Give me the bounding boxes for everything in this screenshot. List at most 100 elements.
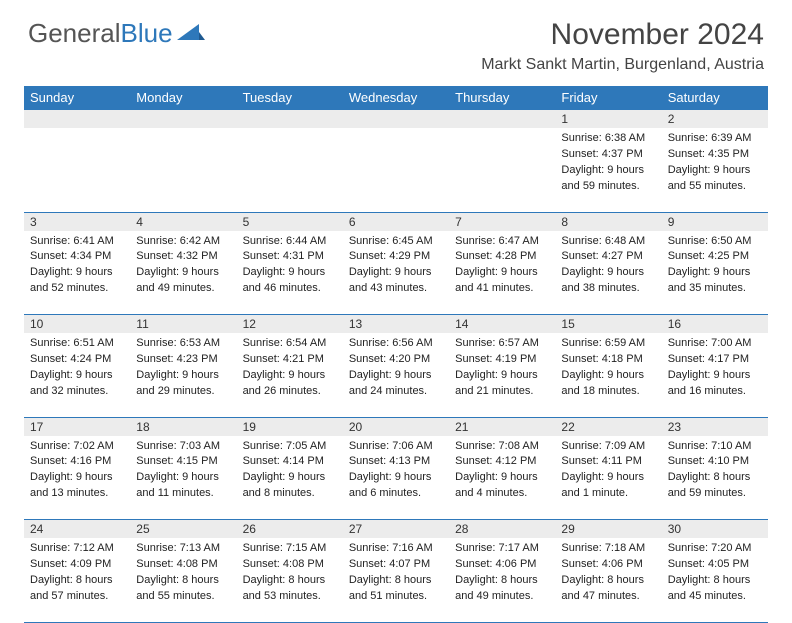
info-line-day2: and 4 minutes. — [455, 486, 549, 501]
day-info: Sunrise: 7:06 AMSunset: 4:13 PMDaylight:… — [343, 436, 449, 506]
day-info: Sunrise: 6:50 AMSunset: 4:25 PMDaylight:… — [662, 231, 768, 301]
info-line-sunset: Sunset: 4:31 PM — [243, 249, 337, 264]
info-line-day1: Daylight: 9 hours — [455, 368, 549, 383]
info-line-sunset: Sunset: 4:21 PM — [243, 352, 337, 367]
day-info: Sunrise: 6:38 AMSunset: 4:37 PMDaylight:… — [555, 128, 661, 198]
day-info: Sunrise: 6:57 AMSunset: 4:19 PMDaylight:… — [449, 333, 555, 403]
location-text: Markt Sankt Martin, Burgenland, Austria — [481, 56, 764, 74]
info-line-sunrise: Sunrise: 6:50 AM — [668, 234, 762, 249]
day-cell: Sunrise: 6:48 AMSunset: 4:27 PMDaylight:… — [555, 231, 661, 315]
brand-part2: Blue — [121, 18, 173, 49]
info-line-sunset: Sunset: 4:09 PM — [30, 557, 124, 572]
info-line-sunrise: Sunrise: 7:20 AM — [668, 541, 762, 556]
info-line-day1: Daylight: 8 hours — [561, 573, 655, 588]
info-line-day2: and 59 minutes. — [561, 179, 655, 194]
info-line-sunset: Sunset: 4:06 PM — [561, 557, 655, 572]
day-cell: Sunrise: 6:45 AMSunset: 4:29 PMDaylight:… — [343, 231, 449, 315]
info-line-sunset: Sunset: 4:17 PM — [668, 352, 762, 367]
day-number: 21 — [449, 417, 555, 436]
day-header: Friday — [555, 86, 661, 110]
day-info: Sunrise: 7:03 AMSunset: 4:15 PMDaylight:… — [130, 436, 236, 506]
day-cell: Sunrise: 6:42 AMSunset: 4:32 PMDaylight:… — [130, 231, 236, 315]
week-group: 24252627282930Sunrise: 7:12 AMSunset: 4:… — [24, 520, 768, 623]
info-line-day1: Daylight: 8 hours — [455, 573, 549, 588]
info-line-day2: and 53 minutes. — [243, 589, 337, 604]
info-line-day2: and 18 minutes. — [561, 384, 655, 399]
day-info: Sunrise: 6:59 AMSunset: 4:18 PMDaylight:… — [555, 333, 661, 403]
day-number: 13 — [343, 315, 449, 334]
day-cell: Sunrise: 6:47 AMSunset: 4:28 PMDaylight:… — [449, 231, 555, 315]
day-number — [24, 110, 130, 129]
day-cell: Sunrise: 7:06 AMSunset: 4:13 PMDaylight:… — [343, 436, 449, 520]
day-number: 28 — [449, 520, 555, 539]
day-cell — [130, 128, 236, 212]
info-line-sunset: Sunset: 4:14 PM — [243, 454, 337, 469]
info-line-day2: and 29 minutes. — [136, 384, 230, 399]
day-info: Sunrise: 6:47 AMSunset: 4:28 PMDaylight:… — [449, 231, 555, 301]
info-line-day2: and 49 minutes. — [455, 589, 549, 604]
info-line-day2: and 13 minutes. — [30, 486, 124, 501]
day-number: 23 — [662, 417, 768, 436]
info-line-day1: Daylight: 8 hours — [668, 470, 762, 485]
day-cell: Sunrise: 7:03 AMSunset: 4:15 PMDaylight:… — [130, 436, 236, 520]
day-info: Sunrise: 7:00 AMSunset: 4:17 PMDaylight:… — [662, 333, 768, 403]
day-info: Sunrise: 7:15 AMSunset: 4:08 PMDaylight:… — [237, 538, 343, 608]
info-line-sunrise: Sunrise: 7:15 AM — [243, 541, 337, 556]
info-row: Sunrise: 6:41 AMSunset: 4:34 PMDaylight:… — [24, 231, 768, 315]
info-line-day2: and 32 minutes. — [30, 384, 124, 399]
day-number: 18 — [130, 417, 236, 436]
info-row: Sunrise: 6:51 AMSunset: 4:24 PMDaylight:… — [24, 333, 768, 417]
day-info: Sunrise: 6:39 AMSunset: 4:35 PMDaylight:… — [662, 128, 768, 198]
info-row: Sunrise: 7:12 AMSunset: 4:09 PMDaylight:… — [24, 538, 768, 622]
day-cell: Sunrise: 6:38 AMSunset: 4:37 PMDaylight:… — [555, 128, 661, 212]
info-line-sunset: Sunset: 4:32 PM — [136, 249, 230, 264]
day-number: 10 — [24, 315, 130, 334]
day-number: 7 — [449, 212, 555, 231]
day-cell: Sunrise: 6:51 AMSunset: 4:24 PMDaylight:… — [24, 333, 130, 417]
info-line-sunrise: Sunrise: 7:18 AM — [561, 541, 655, 556]
info-line-day1: Daylight: 9 hours — [243, 265, 337, 280]
info-row: Sunrise: 6:38 AMSunset: 4:37 PMDaylight:… — [24, 128, 768, 212]
day-number: 22 — [555, 417, 661, 436]
day-number: 29 — [555, 520, 661, 539]
info-line-day2: and 11 minutes. — [136, 486, 230, 501]
day-cell: Sunrise: 7:10 AMSunset: 4:10 PMDaylight:… — [662, 436, 768, 520]
info-line-day1: Daylight: 9 hours — [561, 265, 655, 280]
day-number: 14 — [449, 315, 555, 334]
day-info: Sunrise: 7:09 AMSunset: 4:11 PMDaylight:… — [555, 436, 661, 506]
info-line-day1: Daylight: 9 hours — [455, 470, 549, 485]
day-info: Sunrise: 6:54 AMSunset: 4:21 PMDaylight:… — [237, 333, 343, 403]
week-group: 3456789Sunrise: 6:41 AMSunset: 4:34 PMDa… — [24, 212, 768, 315]
day-number: 8 — [555, 212, 661, 231]
info-line-sunrise: Sunrise: 7:13 AM — [136, 541, 230, 556]
info-line-day1: Daylight: 9 hours — [243, 470, 337, 485]
info-line-sunrise: Sunrise: 6:57 AM — [455, 336, 549, 351]
info-line-sunset: Sunset: 4:11 PM — [561, 454, 655, 469]
brand-part1: General — [28, 18, 121, 49]
day-info: Sunrise: 7:18 AMSunset: 4:06 PMDaylight:… — [555, 538, 661, 608]
info-line-sunrise: Sunrise: 6:51 AM — [30, 336, 124, 351]
info-line-day1: Daylight: 9 hours — [136, 368, 230, 383]
daynum-row: 17181920212223 — [24, 417, 768, 436]
day-info: Sunrise: 7:10 AMSunset: 4:10 PMDaylight:… — [662, 436, 768, 506]
info-line-sunset: Sunset: 4:08 PM — [136, 557, 230, 572]
info-line-day1: Daylight: 8 hours — [349, 573, 443, 588]
info-line-sunrise: Sunrise: 6:53 AM — [136, 336, 230, 351]
info-line-sunrise: Sunrise: 6:59 AM — [561, 336, 655, 351]
info-line-sunset: Sunset: 4:35 PM — [668, 147, 762, 162]
day-number — [130, 110, 236, 129]
day-cell: Sunrise: 6:50 AMSunset: 4:25 PMDaylight:… — [662, 231, 768, 315]
daynum-row: 10111213141516 — [24, 315, 768, 334]
day-number: 30 — [662, 520, 768, 539]
info-line-day2: and 6 minutes. — [349, 486, 443, 501]
info-line-sunset: Sunset: 4:23 PM — [136, 352, 230, 367]
info-line-day1: Daylight: 9 hours — [668, 163, 762, 178]
day-info: Sunrise: 6:44 AMSunset: 4:31 PMDaylight:… — [237, 231, 343, 301]
day-number: 26 — [237, 520, 343, 539]
info-line-sunrise: Sunrise: 7:06 AM — [349, 439, 443, 454]
day-cell: Sunrise: 6:41 AMSunset: 4:34 PMDaylight:… — [24, 231, 130, 315]
info-line-sunrise: Sunrise: 6:42 AM — [136, 234, 230, 249]
info-line-day2: and 45 minutes. — [668, 589, 762, 604]
info-line-sunset: Sunset: 4:15 PM — [136, 454, 230, 469]
day-number: 5 — [237, 212, 343, 231]
